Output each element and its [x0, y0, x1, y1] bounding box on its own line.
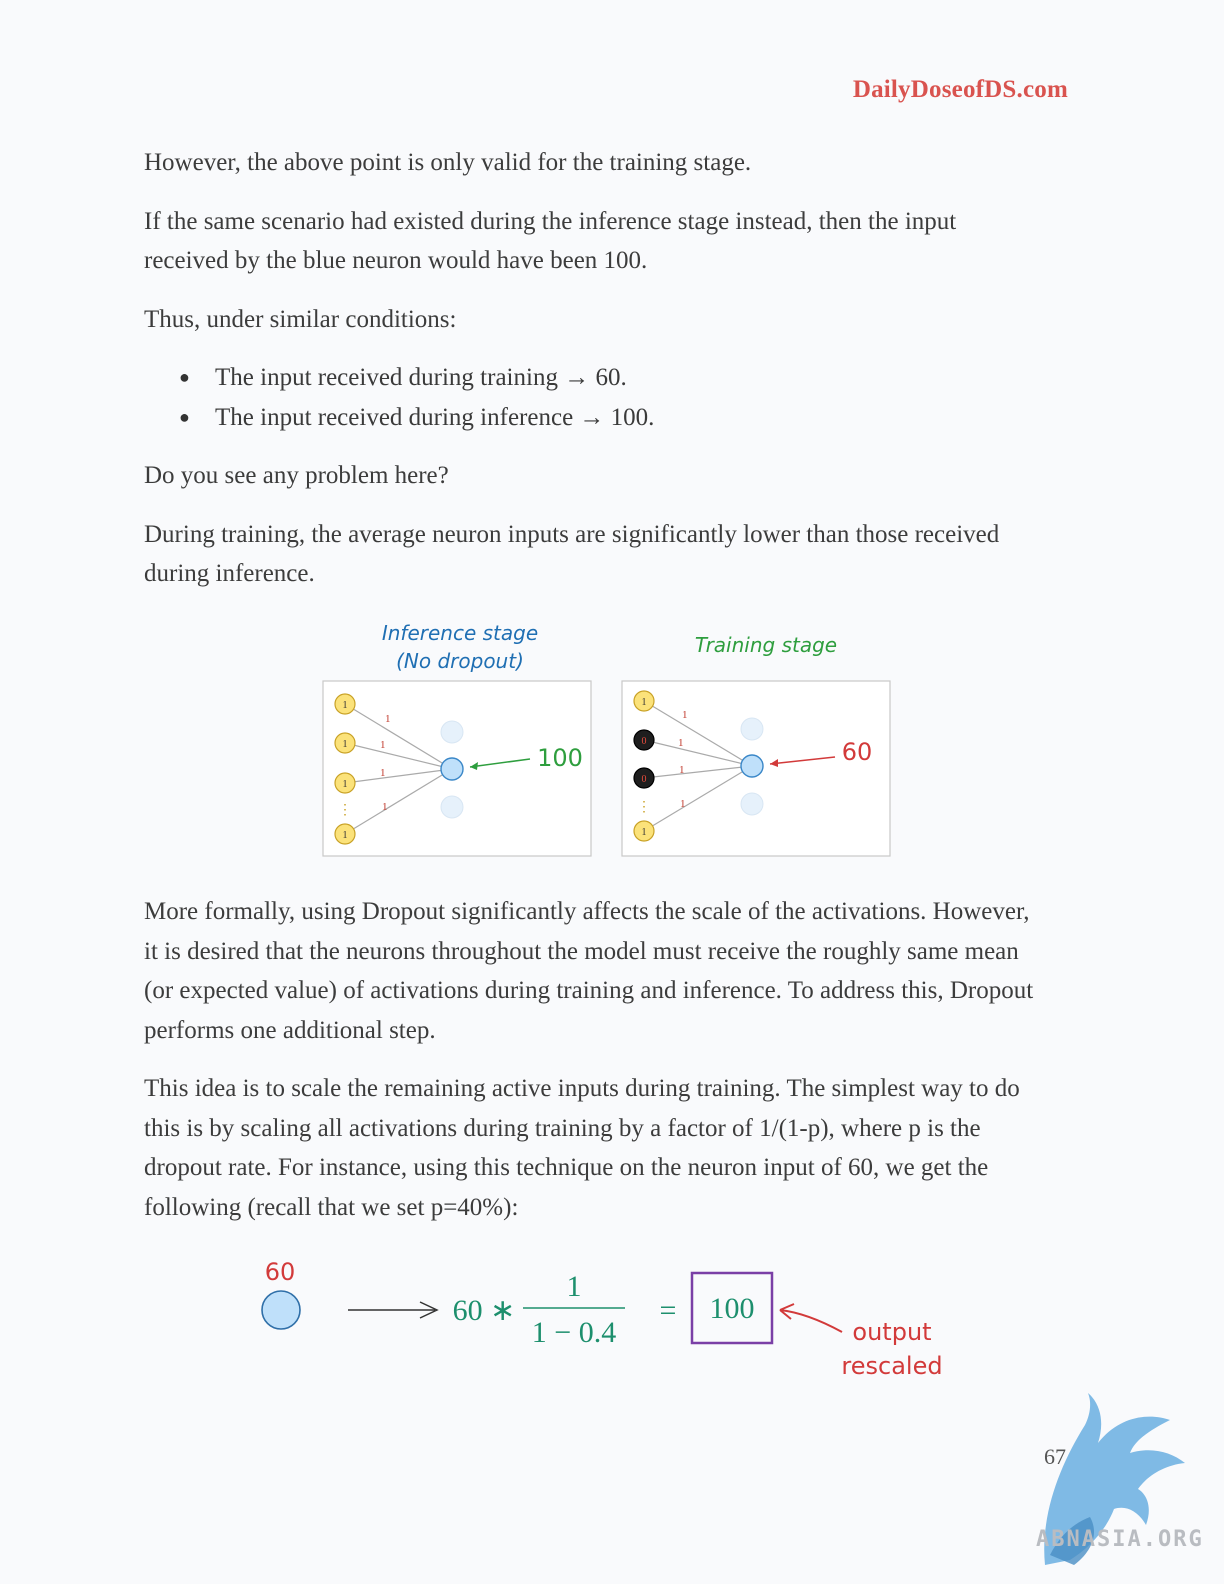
site-name: DailyDoseofDS.com: [852, 76, 1068, 103]
annotation-rescaled: rescaled: [841, 1352, 942, 1380]
input-neuron: 1: [334, 823, 356, 845]
formula-lhs: 60 ∗: [453, 1294, 516, 1327]
ellipsis: ⋮: [637, 800, 651, 815]
training-panel: 1 1 1 1 1 0 0 ⋮ 1 60: [621, 680, 891, 857]
arrow-icon: [348, 1301, 439, 1319]
ellipsis: ⋮: [338, 803, 352, 818]
weight-label: 1: [682, 709, 688, 721]
paragraph: This idea is to scale the remaining acti…: [144, 1075, 1020, 1221]
faded-neuron: [740, 792, 764, 816]
svg-text:0: 0: [642, 774, 647, 785]
weight-label: 1: [678, 737, 684, 749]
formula-result: 100: [710, 1292, 755, 1325]
blue-neuron: [440, 757, 464, 781]
faded-neuron: [440, 720, 464, 744]
watermark-text: ABNASIA.ORG: [1036, 1527, 1204, 1552]
rescale-figure: 60 60 ∗ 1 1 − 0.4 = 100 output rescaled: [261, 1258, 943, 1380]
formula-numerator: 1: [567, 1270, 582, 1303]
svg-text:1: 1: [343, 739, 348, 750]
dropped-neuron: 0: [633, 729, 655, 751]
svg-text:1: 1: [642, 827, 647, 838]
paragraph: If the same scenario had existed during …: [144, 207, 957, 275]
input-neuron: 1: [633, 820, 655, 842]
annotation-output: output: [852, 1318, 931, 1346]
inference-subtitle: (No dropout): [396, 649, 524, 673]
svg-text:1: 1: [343, 830, 348, 841]
neuron-input-label: 60: [265, 1258, 296, 1286]
bullet-item: The input received during training → 60.: [179, 358, 1044, 398]
paragraph: Do you see any problem here?: [144, 462, 449, 489]
input-neuron: 1: [334, 693, 356, 715]
paragraph: However, the above point is only valid f…: [144, 149, 752, 176]
page-number: 67: [1044, 1444, 1066, 1469]
training-input-value: 60: [842, 738, 873, 766]
training-title: Training stage: [695, 633, 837, 657]
inference-input-value: 100: [537, 744, 583, 772]
blue-neuron: [740, 754, 764, 778]
inference-panel: 1 1 1 1 1 1 1 ⋮ 1 100: [322, 680, 592, 857]
dropout-figure: Inference stage (No dropout) Training st…: [322, 621, 891, 857]
inference-title: Inference stage: [382, 621, 538, 645]
neuron: [261, 1290, 301, 1330]
bullet-list: The input received during training → 60.…: [179, 358, 1044, 437]
page-body: However, the above point is only valid f…: [144, 143, 1044, 613]
weight-label: 1: [380, 767, 386, 779]
paragraph: During training, the average neuron inpu…: [144, 520, 1000, 588]
faded-neuron: [440, 795, 464, 819]
paragraph: Thus, under similar conditions:: [144, 305, 457, 333]
svg-text:1: 1: [343, 700, 348, 711]
faded-neuron: [740, 717, 764, 741]
dropped-neuron: 0: [633, 767, 655, 789]
input-neuron: 1: [334, 772, 356, 794]
weight-label: 1: [382, 801, 388, 813]
svg-text:1: 1: [343, 779, 348, 790]
weight-label: 1: [680, 798, 686, 810]
paragraph: More formally, using Dropout significant…: [144, 898, 1034, 1044]
input-neuron: 1: [633, 690, 655, 712]
weight-label: 1: [380, 739, 386, 751]
bullet-item: The input received during inference → 10…: [179, 398, 1044, 438]
formula-equals: =: [660, 1294, 677, 1327]
svg-text:0: 0: [642, 736, 647, 747]
result-box: [690, 1271, 774, 1345]
annotation-arrow-icon: [779, 1303, 843, 1333]
watermark-logo: [1044, 1393, 1185, 1565]
page-body-lower: More formally, using Dropout significant…: [144, 892, 1044, 1246]
formula-denominator: 1 − 0.4: [532, 1316, 616, 1349]
weight-label: 1: [385, 713, 391, 725]
svg-text:1: 1: [642, 697, 647, 708]
input-neuron: 1: [334, 732, 356, 754]
weight-label: 1: [679, 764, 685, 776]
